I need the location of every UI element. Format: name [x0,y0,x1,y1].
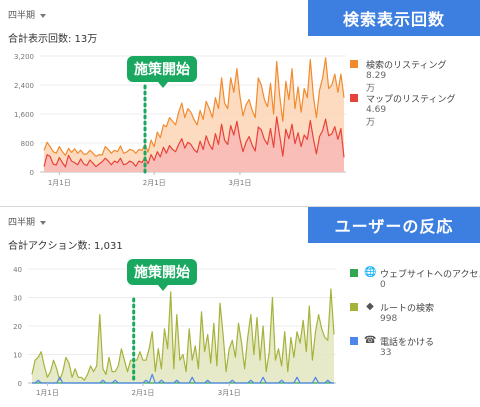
legend-value: 0 [380,280,386,290]
banner-impressions: 検索表示回数 [308,0,480,36]
y-tick-label: 10 [13,352,22,360]
y-tick-label: 40 [13,266,22,274]
phone-icon: ☎ [364,335,377,346]
y-tick-label: 800 [21,140,34,148]
globe-icon: 🌐 [364,267,377,278]
y-tick-label: 2,400 [14,82,34,90]
series-line [43,57,345,157]
x-tick-label: 2月1日 [131,389,154,397]
period-selector[interactable]: 四半期 [8,8,47,21]
total-impressions: 合計表示回数: 13万 [8,34,98,45]
legend-label: ルートの検索 [380,304,435,314]
series-area [44,116,344,172]
y-tick-label: 30 [13,295,22,303]
x-tick-label: 1月1日 [36,389,59,397]
y-tick-label: 1,600 [14,111,34,119]
impressions-panel: 四半期 合計表示回数: 13万 検索表示回数 0 800 1,600 2,400 3,2… [0,0,480,200]
x-tick-label: 3月1日 [218,389,241,397]
legend-swatch [350,337,358,345]
start-callout: 施策開始 [127,259,197,291]
period-label: 四半期 [8,218,36,228]
x-tick-label: 1月1日 [48,179,71,187]
start-callout: 施策開始 [127,56,197,88]
legend-swatch [350,269,358,277]
legend-value: 998 [380,314,398,324]
chevron-down-icon [40,220,47,225]
legend-label: ウェブサイトへのアクセス [380,270,480,280]
period-selector[interactable]: 四半期 [8,215,47,228]
legend-swatch [350,303,358,311]
legend-label: 検索のリスティング [366,61,447,71]
x-tick-label: 3月1日 [228,179,251,187]
series-line [31,288,335,381]
series-line [43,116,345,168]
y-tick-label: 3,200 [14,53,34,61]
directions-icon: ◆ [366,301,374,312]
legend-swatch [350,94,358,102]
legend-swatch [350,60,358,68]
banner-actions: ユーザーの反応 [308,207,480,243]
actions-panel: 四半期 合計アクション数: 1,031 ユーザーの反応 0 10 20 30 40 1月1… [0,206,480,407]
y-tick-label: 0 [30,169,34,177]
x-tick-label: 2月1日 [143,179,166,187]
legend-value: 8.29万 [366,71,387,94]
y-tick-label: 20 [13,323,22,331]
series-line [32,373,334,384]
y-tick-label: 0 [18,380,22,388]
legend-value: 4.69万 [366,105,387,128]
chevron-down-icon [40,13,47,18]
legend-label: マップのリスティング [366,95,456,105]
legend-label: 電話をかける [380,338,435,348]
total-actions: 合計アクション数: 1,031 [8,241,123,252]
series-area [32,289,334,383]
impressions-chart: 0 800 1,600 2,400 3,200 1月1日 2月1日 3月1日 [14,53,346,187]
period-label: 四半期 [8,11,36,21]
legend-value: 33 [380,348,392,358]
actions-chart: 0 10 20 30 40 1月1日 2月1日 3月1日 [13,266,336,397]
